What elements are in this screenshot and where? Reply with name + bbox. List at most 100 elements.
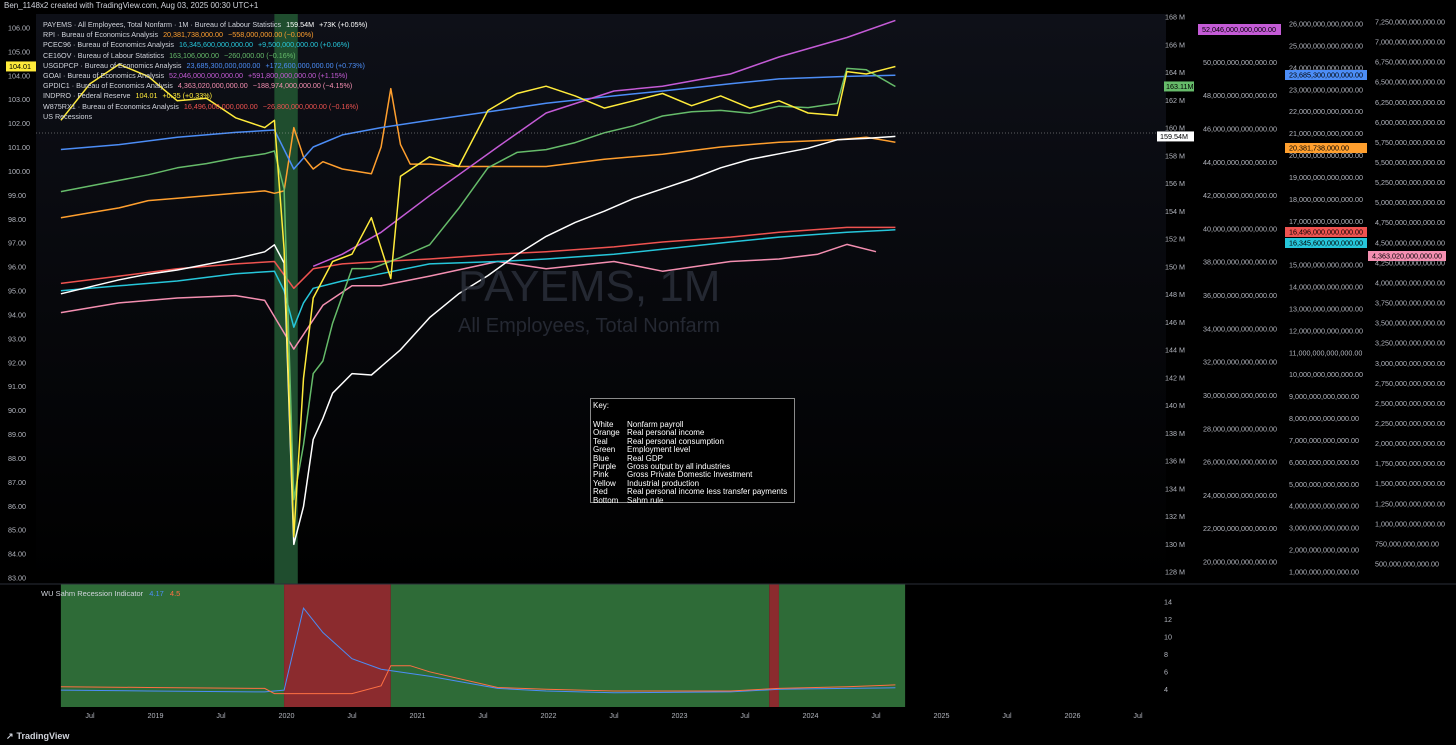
time-tick-label: Jul <box>478 711 488 720</box>
legend-series-value: 163,106,000.00 <box>169 50 220 60</box>
goai-tick-label: 36,000,000,000,000.00 <box>1203 291 1277 300</box>
indpro-tick-label: 97.00 <box>8 239 26 248</box>
legend-series-name: RPI · Bureau of Economics Analysis <box>43 30 159 40</box>
payems-tick-label: 162 M <box>1165 96 1185 105</box>
legend-row[interactable]: GOAI · Bureau of Economics Analysis 52,04… <box>43 71 367 81</box>
key-label: Gross Private Domestic Investment <box>627 470 753 480</box>
series-line-rpi[interactable] <box>60 87 896 219</box>
gdp-tick-label: 3,000,000,000,000.00 <box>1289 524 1359 533</box>
gdp-tick-label: 14,000,000,000,000.00 <box>1289 283 1363 292</box>
payems-tick-label: 140 M <box>1165 401 1185 410</box>
legend-row[interactable]: PCEC96 · Bureau of Economics Analysis 16,… <box>43 40 367 50</box>
payems-tick-label: 146 M <box>1165 318 1185 327</box>
gdp-axis-tag-label: 23,685,300,000,000.00 <box>1289 71 1363 80</box>
payems-tick-label: 150 M <box>1165 262 1185 271</box>
axis-gpdi[interactable]: 7,250,000,000,000.00 7,000,000,000,000.00… <box>1368 18 1446 569</box>
key-label: Nonfarm payroll <box>627 420 684 429</box>
goai-tick-label: 30,000,000,000,000.00 <box>1203 391 1277 400</box>
gdp-tick-label: 5,000,000,000,000.00 <box>1289 480 1359 489</box>
indpro-tick-label: 89.00 <box>8 430 26 439</box>
key-color: Green <box>593 445 616 455</box>
gpdi-tick-label: 750,000,000,000.00 <box>1375 539 1439 548</box>
key-label: Gross output by all industries <box>627 462 731 471</box>
goai-tick-label: 48,000,000,000,000.00 <box>1203 91 1277 100</box>
series-line-ce16ov[interactable] <box>60 67 896 501</box>
legend-row[interactable]: USGDPCP · Bureau of Economics Analysis 23… <box>43 61 367 71</box>
indpro-tick-label: 86.00 <box>8 502 26 511</box>
gpdi-tick-label: 7,000,000,000,000.00 <box>1375 38 1445 47</box>
series-line-goai[interactable] <box>312 19 896 267</box>
gpdi-tick-label: 1,750,000,000,000.00 <box>1375 459 1445 468</box>
goai-tick-label: 24,000,000,000,000.00 <box>1203 491 1277 500</box>
payems-tick-label: 152 M <box>1165 235 1185 244</box>
sahm-legend-name: WU Sahm Recession Indicator <box>41 589 144 598</box>
goai-tick-label: 28,000,000,000,000.00 <box>1203 424 1277 433</box>
series-legend: PAYEMS · All Employees, Total Nonfarm · … <box>43 20 367 122</box>
series-line-gpdic1[interactable] <box>60 243 877 350</box>
axis-payems[interactable]: 168 M 166 M 164 M 162 M 160 M 158 M 156 M 154 M… <box>1157 13 1194 577</box>
sahm-tick-label: 10 <box>1164 632 1172 641</box>
payems-tick-label: 164 M <box>1165 68 1185 77</box>
key-color: Red <box>593 487 608 497</box>
gpdi-tick-label: 3,750,000,000,000.00 <box>1375 299 1445 308</box>
key-box: Key: White Nonfarm payroll Orange Real pers… <box>590 398 795 505</box>
key-color: White <box>593 420 614 429</box>
legend-row[interactable]: CE16OV · Bureau of Labour Statistics 163,… <box>43 51 367 61</box>
payems-tick-label: 132 M <box>1165 512 1185 521</box>
sahm-legend-value-2: 4.5 <box>169 589 181 598</box>
time-tick-label: 2021 <box>410 711 426 720</box>
gpdi-tick-label: 2,000,000,000,000.00 <box>1375 439 1445 448</box>
axis-goai[interactable]: 52,000,000,000,000.0050,000,000,000,000.… <box>1198 24 1281 567</box>
key-color: Purple <box>593 462 617 471</box>
watermark-symbol: PAYEMS, 1M <box>458 262 721 311</box>
time-tick-label: 2020 <box>279 711 295 720</box>
indpro-tick-label: 93.00 <box>8 334 26 343</box>
sahm-state-band <box>60 584 285 707</box>
series-line-w875rx1[interactable] <box>60 226 896 290</box>
legend-row[interactable]: RPI · Bureau of Economics Analysis 20,381… <box>43 30 367 40</box>
legend-series-change: −260,000.00 (−0.16%) <box>224 50 296 60</box>
legend-row[interactable]: INDPRO · Federal Reserve 104.01 +0.35 (+0.… <box>43 91 367 101</box>
legend-series-change: +73K (+0.05%) <box>319 20 368 29</box>
legend-series-change: +591,800,000,000.00 (+1.15%) <box>248 70 348 80</box>
payems-tick-label: 158 M <box>1165 151 1185 160</box>
sahm-tick-label: 6 <box>1164 667 1168 676</box>
indpro-current-value: 104.01 <box>9 62 31 71</box>
sahm-line[interactable] <box>60 606 896 694</box>
series-line-pcec96[interactable] <box>60 229 896 328</box>
time-tick-label: Jul <box>871 711 881 720</box>
gdp-tick-label: 26,000,000,000,000.00 <box>1289 20 1363 29</box>
axis-gdp[interactable]: 26,000,000,000,000.00 25,000,000,000,000.… <box>1285 20 1367 577</box>
sahm-legend-value-1: 4.17 <box>149 589 164 598</box>
sahm-line[interactable] <box>60 665 896 695</box>
sahm-tick-label: 4 <box>1164 685 1168 694</box>
sahm-tick-label: 8 <box>1164 650 1168 659</box>
series-line-payems[interactable] <box>60 135 896 546</box>
series-line-indpro[interactable] <box>60 63 896 538</box>
time-tick-label: 2023 <box>672 711 688 720</box>
tradingview-logo-text: TradingView <box>16 731 70 741</box>
gdp-axis-tag <box>1285 238 1367 248</box>
payems-tick-label: 134 M <box>1165 484 1185 493</box>
payems-current-value: 159.54M <box>1160 132 1188 141</box>
goai-tick-label: 20,000,000,000,000.00 <box>1203 558 1277 567</box>
legend-row[interactable]: US Recessions <box>43 112 367 122</box>
axis-sahm[interactable]: 14 12 10 8 6 4 <box>1164 598 1172 694</box>
indpro-tick-label: 92.00 <box>8 358 26 367</box>
tradingview-logo[interactable]: ↗ TradingView <box>6 731 69 742</box>
gpdi-tick-label: 2,250,000,000,000.00 <box>1375 419 1445 428</box>
key-color: Orange <box>593 428 620 438</box>
key-row: Teal Real personal consumption <box>593 437 724 446</box>
key-color: Blue <box>593 453 610 463</box>
legend-row[interactable]: PAYEMS · All Employees, Total Nonfarm · … <box>43 20 367 30</box>
axis-indpro[interactable]: 106.00 105.00 104.00 103.00 102.00 101.00 100.… <box>6 24 36 583</box>
gdp-tick-label: 25,000,000,000,000.00 <box>1289 41 1363 50</box>
gpdi-tick-label: 4,250,000,000,000.00 <box>1375 258 1445 267</box>
indpro-tick-label: 100.00 <box>8 167 30 176</box>
legend-row[interactable]: GPDIC1 · Bureau of Economics Analysis 4,3… <box>43 81 367 91</box>
time-axis[interactable]: Jul 2019 Jul 2020 Jul 2021 Jul 2022 Jul 2023 Jul 20… <box>85 711 1143 720</box>
time-tick-label: 2022 <box>541 711 557 720</box>
legend-row[interactable]: W875RX1 · Bureau of Economics Analysis 16… <box>43 102 367 112</box>
time-tick-label: 2025 <box>934 711 950 720</box>
key-color: Teal <box>593 436 608 446</box>
